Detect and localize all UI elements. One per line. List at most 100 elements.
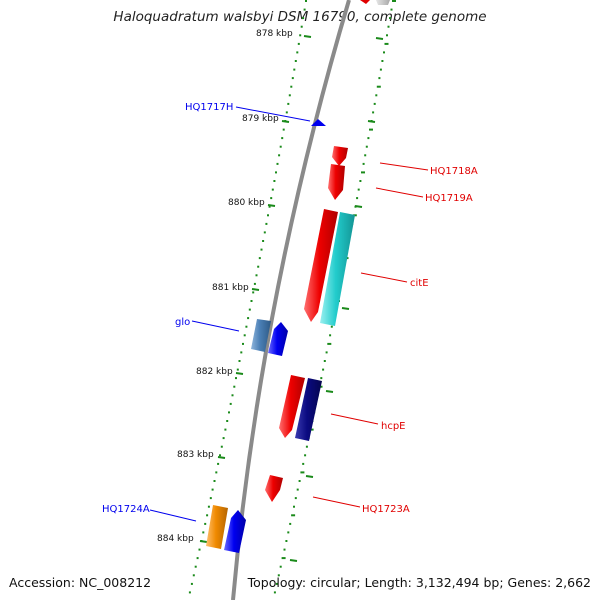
ruler-dot <box>302 462 305 465</box>
ruler-dot <box>267 214 269 217</box>
ruler-dot <box>248 308 251 311</box>
gene-features <box>206 0 390 553</box>
ruler-dot <box>389 17 391 20</box>
gene-HQ1724A <box>224 510 246 553</box>
ruler-dot <box>367 137 370 140</box>
ruler-dot <box>226 420 229 422</box>
gene-navy <box>295 378 322 441</box>
ruler-dot <box>297 42 300 45</box>
gene-HQ1718A <box>332 146 348 166</box>
ruler-dot <box>281 557 286 560</box>
gene-label-hcpE: hcpE <box>381 421 406 432</box>
ruler-dot <box>390 8 393 11</box>
ruler-dot <box>211 488 214 491</box>
ruler-dot <box>327 342 332 345</box>
gene-steelblue <box>251 319 271 352</box>
ruler-dot <box>293 68 296 71</box>
ruler-dot <box>290 85 293 88</box>
ruler-dot <box>362 162 365 165</box>
ruler-dot <box>224 428 227 431</box>
ruler-dot <box>233 385 236 388</box>
gene-HQ1717H <box>311 119 326 126</box>
ruler-dot <box>235 377 237 380</box>
ruler-dot <box>247 317 250 320</box>
ruler-dot <box>196 557 199 560</box>
ruler-dot <box>192 574 195 577</box>
scale-ticks: 878 kbp 879 kbp 880 kbp 881 kbp 882 kbp … <box>157 29 384 562</box>
ruler-dot <box>243 334 246 337</box>
ruler-dot <box>219 454 221 457</box>
ruler-dot <box>238 360 241 362</box>
ruler-dot <box>231 394 234 397</box>
ruler-dot <box>294 60 297 62</box>
ruler-dot <box>209 497 212 500</box>
ruler-dot <box>215 471 218 474</box>
ruler-dot <box>356 197 359 200</box>
ruler-dot <box>206 514 209 517</box>
ruler-dot <box>392 0 396 2</box>
ruler-dot <box>300 25 303 28</box>
ruler-dot <box>379 68 382 71</box>
ruler-dot <box>305 445 308 448</box>
ruler-dot <box>278 154 281 157</box>
gene-HQ1719A <box>328 164 345 200</box>
ruler-dot <box>275 171 277 174</box>
ruler-dot <box>273 180 276 182</box>
ruler-dot <box>323 360 326 362</box>
gene-labels: HQ1717H HQ1718A HQ1719A citE glo hcpE HQ… <box>102 102 478 515</box>
ruler-dot <box>275 582 278 585</box>
ruler-dot <box>361 171 365 174</box>
ruler-dot <box>188 591 191 594</box>
tick-label-882: 882 kbp <box>196 367 233 377</box>
ruler-dot <box>320 377 323 380</box>
ruler-dot <box>359 180 362 182</box>
ruler-dot <box>386 34 388 37</box>
gene-label-HQ1718A: HQ1718A <box>430 166 478 177</box>
ruler-dot <box>291 514 296 517</box>
ruler-dot <box>291 77 294 80</box>
ruler-dot <box>285 111 288 114</box>
ruler-dot <box>383 51 385 54</box>
ruler-dot <box>303 8 306 11</box>
ruler-dot <box>322 368 325 371</box>
ruler-dot <box>381 60 384 62</box>
ruler-dot <box>365 145 368 148</box>
ruler-dot <box>279 565 282 568</box>
ruler-dot <box>228 411 230 414</box>
gene-label-citE: citE <box>410 278 429 289</box>
gene-citE <box>304 209 338 322</box>
ruler-dot <box>375 94 378 97</box>
gene-glo <box>268 322 288 356</box>
ruler-dot <box>300 471 305 474</box>
ruler-dot <box>257 265 260 268</box>
ruler-dot <box>255 274 258 277</box>
ruler-dot <box>207 505 210 508</box>
ruler-dot <box>270 197 273 200</box>
ruler-dot <box>253 282 256 285</box>
ruler-dot <box>236 368 239 371</box>
gene-cyan <box>320 212 355 326</box>
ruler-dot <box>213 480 216 482</box>
ruler-dot <box>217 462 220 465</box>
ruler-dot <box>229 402 232 405</box>
gene-label-HQ1724A: HQ1724A <box>102 504 150 515</box>
ruler-dot <box>240 351 243 354</box>
ruler-dot <box>276 162 279 165</box>
ruler-dot <box>242 342 244 345</box>
ruler-dot <box>262 240 265 242</box>
ruler-dot <box>293 505 295 508</box>
gene-label-HQ1719A: HQ1719A <box>425 193 473 204</box>
ruler-dot <box>260 248 263 251</box>
ruler-dot <box>220 445 223 448</box>
tick-label-878: 878 kbp <box>256 29 293 39</box>
gene-partial-red <box>360 0 370 4</box>
ruler-dot <box>364 154 367 157</box>
topology-text: Topology: circular; Length: 3,132,494 bp… <box>247 575 591 590</box>
ruler-dot <box>373 102 376 105</box>
ruler-dot <box>273 591 276 594</box>
ruler-dot <box>277 574 280 577</box>
ruler-dot <box>378 77 381 80</box>
leader-lines <box>149 106 429 522</box>
tick-label-883: 883 kbp <box>177 450 214 460</box>
